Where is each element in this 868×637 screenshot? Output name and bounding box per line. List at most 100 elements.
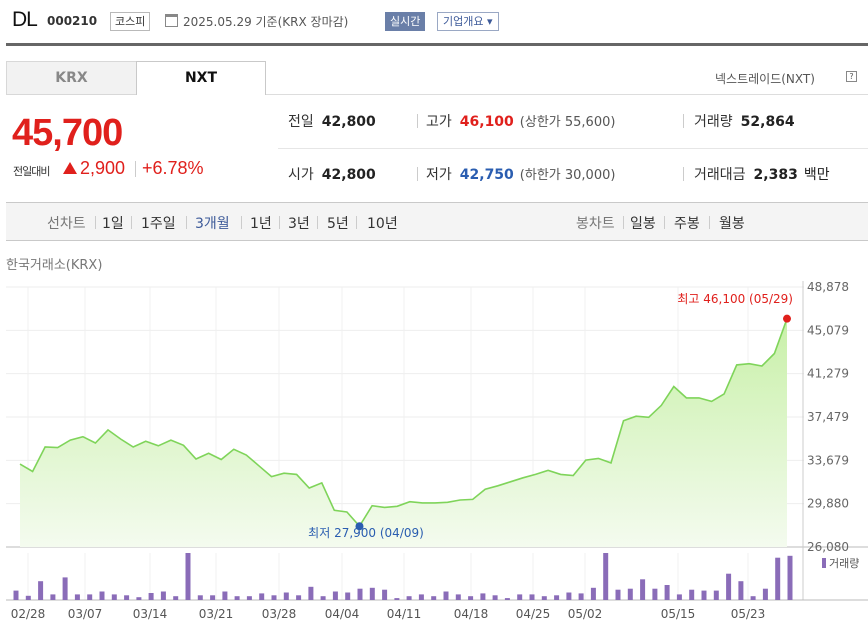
volume-bar <box>455 594 461 600</box>
price-tick: 48,878 <box>807 280 849 294</box>
change-percent: +6.78% <box>142 158 204 178</box>
stat-label: 저가 <box>426 167 452 183</box>
change-amount: 2,900 <box>80 158 126 178</box>
date-tick: 05/23 <box>731 607 766 621</box>
volume-bar <box>750 596 756 600</box>
volume-bar <box>554 595 560 600</box>
volume-bar <box>246 596 252 600</box>
date-tick: 03/14 <box>133 607 168 621</box>
stat-volume: 거래량 52,864 <box>694 111 795 131</box>
stat-amount: 거래대금 2,383 백만 <box>694 164 830 184</box>
volume-bar <box>640 579 646 600</box>
period-divider <box>131 216 132 229</box>
date-tick: 05/02 <box>568 607 603 621</box>
volume-bar <box>492 595 498 600</box>
stock-code: 000210 <box>47 14 98 28</box>
up-arrow-icon <box>63 162 77 174</box>
volume-bar <box>517 594 523 600</box>
stat-label: 전일 <box>288 114 314 130</box>
volume-bar <box>468 596 474 600</box>
period-10y[interactable]: 10년 <box>367 216 398 232</box>
help-icon[interactable]: ? <box>846 71 857 82</box>
period-3y[interactable]: 3년 <box>288 216 310 232</box>
tab-nxt[interactable]: NXT <box>136 61 266 95</box>
tab-krx[interactable]: KRX <box>6 61 136 95</box>
chart-source: 한국거래소(KRX) <box>6 258 103 273</box>
high-label: 최고 46,100 (05/29) <box>677 292 793 306</box>
date-tick: 05/15 <box>661 607 696 621</box>
price-axis: 48,878 45,079 41,279 37,479 33,679 29,880 26,0… <box>807 280 849 554</box>
volume-bar <box>541 596 547 600</box>
date-tick: 02/28 <box>11 607 46 621</box>
stat-label: 거래대금 <box>694 167 746 183</box>
stat-divider <box>683 114 684 128</box>
candle-daily[interactable]: 일봉 <box>630 216 656 232</box>
volume-bar <box>99 591 105 600</box>
stat-low: 저가 42,750 (하한가 30,000) <box>426 164 615 184</box>
volume-bar <box>296 595 302 600</box>
volume-bar <box>726 573 732 600</box>
candle-weekly[interactable]: 주봉 <box>674 216 700 232</box>
price-tick: 41,279 <box>807 367 849 381</box>
stat-divider <box>417 114 418 128</box>
volume-bar <box>25 595 31 600</box>
volume-bar <box>762 588 768 600</box>
volume-bar <box>480 593 486 600</box>
period-divider <box>186 216 187 229</box>
price-area-fill <box>20 318 787 547</box>
volume-bar <box>689 589 695 600</box>
volume-bar <box>578 593 584 600</box>
period-1w[interactable]: 1주일 <box>141 216 176 232</box>
price-area <box>19 318 788 547</box>
volume-bar <box>443 591 449 600</box>
volume-bar <box>74 594 80 600</box>
period-1y[interactable]: 1년 <box>250 216 272 232</box>
period-divider <box>356 216 357 229</box>
price-tick: 26,080 <box>807 540 849 554</box>
volume-bar <box>332 591 338 600</box>
period-divider <box>709 216 710 229</box>
volume-legend-swatch <box>822 558 826 568</box>
period-5y[interactable]: 5년 <box>327 216 349 232</box>
candle-chart-label: 봉차트 <box>576 216 615 232</box>
volume-bar <box>271 595 277 600</box>
volume-bar <box>50 594 56 600</box>
company-info-dropdown[interactable]: 기업개요 ▾ <box>437 12 499 31</box>
change-divider <box>135 161 136 177</box>
low-label: 최저 27,900 (04/09) <box>308 526 424 540</box>
current-price: 45,700 <box>12 112 123 154</box>
volume-bar <box>173 596 179 600</box>
price-tick: 45,079 <box>807 323 849 337</box>
nxt-help-link[interactable]: 넥스트레이드(NXT) <box>715 72 815 86</box>
realtime-button[interactable]: 실시간 <box>385 12 426 31</box>
period-divider <box>95 216 96 229</box>
chart-annotations: 최고 46,100 (05/29) 최저 27,900 (04/09) <box>308 292 793 540</box>
date-tick: 03/28 <box>262 607 297 621</box>
high-marker <box>783 314 791 323</box>
period-1d[interactable]: 1일 <box>102 216 124 232</box>
stock-name: DL <box>12 8 38 31</box>
volume-bar <box>136 597 142 600</box>
volume-bar <box>394 598 400 600</box>
volume-bar <box>652 588 658 600</box>
volume-bar <box>603 553 609 600</box>
header-divider <box>6 43 868 46</box>
price-tick: 37,479 <box>807 410 849 424</box>
volume-bars: 거래량 <box>13 553 859 600</box>
change-label: 전일대비 <box>13 165 50 178</box>
period-3m[interactable]: 3개월 <box>195 216 230 232</box>
volume-bar <box>664 585 670 600</box>
amount-unit: 백만 <box>803 167 830 183</box>
volume-bar <box>701 590 707 600</box>
volume-bar <box>627 588 633 600</box>
stock-header: DL 000210 코스피 2025.05.29 기준(KRX 장마감) 실시간… <box>0 0 868 44</box>
stat-open: 시가 42,800 <box>288 164 376 184</box>
volume-bar <box>234 596 240 600</box>
candle-monthly[interactable]: 월봉 <box>719 216 745 232</box>
volume-bar <box>320 596 326 600</box>
volume-bar <box>529 594 535 600</box>
stat-label: 시가 <box>288 167 314 183</box>
stat-value: 46,100 <box>459 114 514 130</box>
stat-prev-close: 전일 42,800 <box>288 111 376 131</box>
